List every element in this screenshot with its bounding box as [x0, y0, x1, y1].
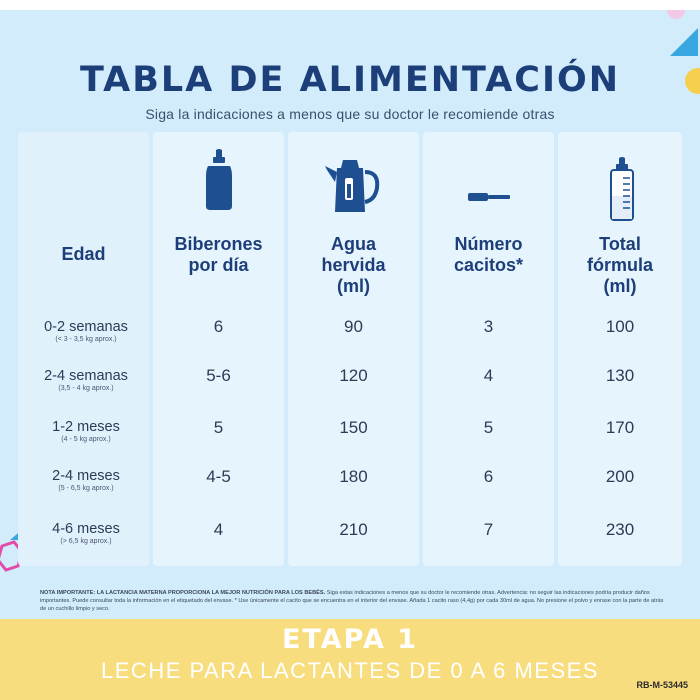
- header-agua: Agua hervida (ml): [321, 234, 386, 296]
- registry-code: RB-M-53445: [636, 680, 688, 690]
- cell-total: 230: [605, 520, 635, 539]
- cell-total: 200: [605, 467, 635, 486]
- note-bold: NOTA IMPORTANTE: LA LACTANCIA MATERNA PR…: [40, 590, 326, 596]
- stage-title: ETAPA 1: [281, 624, 419, 655]
- cell-cacitos: 4: [483, 366, 494, 385]
- age-label: 2-4 semanas: [44, 368, 128, 384]
- cell-biberones: 4-5: [206, 467, 231, 486]
- header-cacitos: Número cacitos*: [453, 234, 524, 275]
- weight-label: (5 - 6,5 kg aprox.): [58, 485, 114, 492]
- feeding-chart-poster: TABLA DE ALIMENTACIÓN Siga la indicacion…: [0, 10, 700, 700]
- cell-agua: 90: [344, 317, 363, 336]
- circle-top-decoration-icon: [667, 10, 685, 19]
- header-edad: Edad: [61, 244, 106, 264]
- cell-cacitos: 6: [483, 467, 494, 486]
- column-cacitos: [423, 132, 554, 566]
- weight-label: (> 6,5 kg aprox.): [60, 538, 112, 545]
- note-text: Siga estas indicaciones a menos que su d…: [40, 590, 664, 612]
- age-label: 2-4 meses: [52, 468, 120, 484]
- kettle-icon: [325, 160, 380, 212]
- cell-agua: 210: [339, 520, 368, 539]
- important-note: NOTA IMPORTANTE: LA LACTANCIA MATERNA PR…: [40, 589, 670, 613]
- cell-biberones: 5: [213, 418, 224, 437]
- cell-total: 170: [605, 418, 635, 437]
- column-edad: [18, 132, 149, 566]
- stage-band: [0, 619, 700, 700]
- page-title: TABLA DE ALIMENTACIÓN: [79, 60, 621, 100]
- baby-bottle-icon: [206, 149, 232, 210]
- age-label: 0-2 semanas: [44, 319, 128, 335]
- age-label: 1-2 meses: [52, 419, 120, 435]
- cell-biberones: 5-6: [206, 366, 231, 385]
- triangle-decoration-icon: [670, 28, 698, 56]
- page-subtitle: Siga la indicaciones a menos que su doct…: [145, 106, 555, 122]
- hexagon-decoration-icon: [0, 540, 24, 572]
- cell-cacitos: 5: [483, 418, 494, 437]
- weight-label: (4 - 5 kg aprox.): [61, 436, 111, 443]
- weight-label: (3,5 - 4 kg aprox.): [58, 385, 114, 392]
- cell-biberones: 4: [213, 520, 224, 539]
- cell-cacitos: 7: [483, 520, 494, 539]
- cell-agua: 150: [339, 418, 368, 437]
- cell-total: 130: [605, 366, 635, 385]
- product-description: LECHE PARA LACTANTES DE 0 A 6 MESES: [101, 658, 599, 683]
- cell-biberones: 6: [213, 317, 224, 336]
- scoop-icon: [468, 193, 510, 201]
- header-total: Total fórmula (ml): [586, 234, 653, 296]
- graduated-bottle-icon: [610, 157, 634, 221]
- cell-cacitos: 3: [483, 317, 494, 336]
- cell-total: 100: [605, 317, 635, 336]
- circle-decoration-icon: [685, 68, 700, 94]
- age-label: 4-6 meses: [52, 521, 120, 537]
- header-biberones: Biberones por día: [174, 234, 263, 275]
- cell-agua: 180: [339, 467, 368, 486]
- weight-label: (< 3 - 3,5 kg aprox.): [55, 336, 117, 343]
- cell-agua: 120: [339, 366, 368, 385]
